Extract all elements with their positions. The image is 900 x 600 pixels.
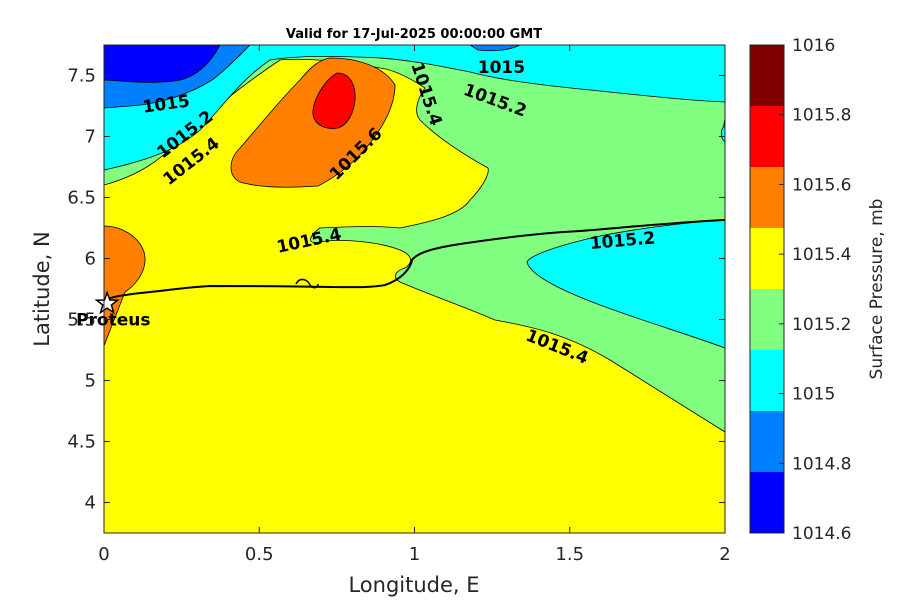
coastline-islet bbox=[295, 278, 319, 289]
x-tick-label: 1 bbox=[409, 544, 420, 565]
contour-fill-1014-6 bbox=[104, 45, 221, 83]
colorbar-segment bbox=[750, 411, 784, 472]
colorbar-frame bbox=[749, 44, 785, 534]
x-axis-label: Longitude, E bbox=[348, 573, 479, 597]
contour-fill-1015-north bbox=[104, 45, 725, 171]
x-tick-label: 0 bbox=[98, 544, 109, 565]
y-tick-label: 7.5 bbox=[67, 66, 96, 87]
contour-fill-1015-6-west bbox=[104, 225, 146, 347]
colorbar-tick-label: 1015.6 bbox=[792, 175, 851, 195]
colorbar-segment bbox=[750, 228, 784, 289]
contour-fill-1015-east bbox=[526, 219, 725, 349]
colorbar-tick-label: 1015.4 bbox=[792, 245, 851, 265]
colorbar: 1016 1015.8 1015.6 1015.4 1015.2 1015 1014.8 10… bbox=[749, 36, 851, 544]
contour-label: 1015 bbox=[478, 58, 525, 78]
colorbar-tick-label: 1014.6 bbox=[792, 524, 851, 544]
y-axis: 4 4.5 5 5.5 6 6.5 7 7.5 bbox=[67, 66, 725, 514]
x-tick-label: 2 bbox=[719, 544, 730, 565]
y-tick-label: 6 bbox=[85, 249, 96, 270]
contour-fill-1015-2-north bbox=[104, 45, 725, 433]
colorbar-title: Surface Pressure, mb bbox=[867, 199, 887, 380]
y-tick-label: 4 bbox=[85, 493, 96, 514]
colorbar-tick-label: 1015.8 bbox=[792, 106, 851, 126]
y-tick-label: 5.5 bbox=[67, 310, 96, 331]
y-tick-label: 7 bbox=[85, 127, 96, 148]
x-tick-label: 1.5 bbox=[555, 544, 584, 565]
x-tick-label: 0.5 bbox=[245, 544, 274, 565]
y-tick-label: 5 bbox=[85, 371, 96, 392]
colorbar-segment bbox=[750, 106, 784, 167]
star-icon bbox=[94, 290, 120, 315]
colorbar-tick-label: 1015 bbox=[792, 385, 835, 405]
colorbar-tick-label: 1014.8 bbox=[792, 454, 851, 474]
contour-fill-1015-8 bbox=[312, 72, 356, 129]
contour-plot-area bbox=[104, 45, 725, 533]
y-axis-label: Latitude, N bbox=[30, 231, 54, 347]
colorbar-segment bbox=[750, 350, 784, 411]
y-tick-label: 4.5 bbox=[67, 432, 96, 453]
map-title: Valid for 17-Jul-2025 00:00:00 GMT bbox=[286, 27, 542, 42]
colorbar-segment bbox=[750, 45, 784, 106]
colorbar-segment bbox=[750, 472, 784, 533]
colorbar-segment bbox=[750, 289, 784, 350]
colorbar-segment bbox=[750, 167, 784, 228]
marker-label: Proteus bbox=[76, 311, 150, 331]
colorbar-tick-label: 1016 bbox=[792, 36, 835, 56]
city-marker: Proteus bbox=[76, 290, 151, 331]
y-tick-label: 6.5 bbox=[67, 188, 96, 209]
x-axis: 0 0.5 1 1.5 2 bbox=[98, 45, 731, 565]
colorbar-tick-label: 1015.2 bbox=[792, 315, 851, 335]
coastline bbox=[104, 219, 725, 301]
